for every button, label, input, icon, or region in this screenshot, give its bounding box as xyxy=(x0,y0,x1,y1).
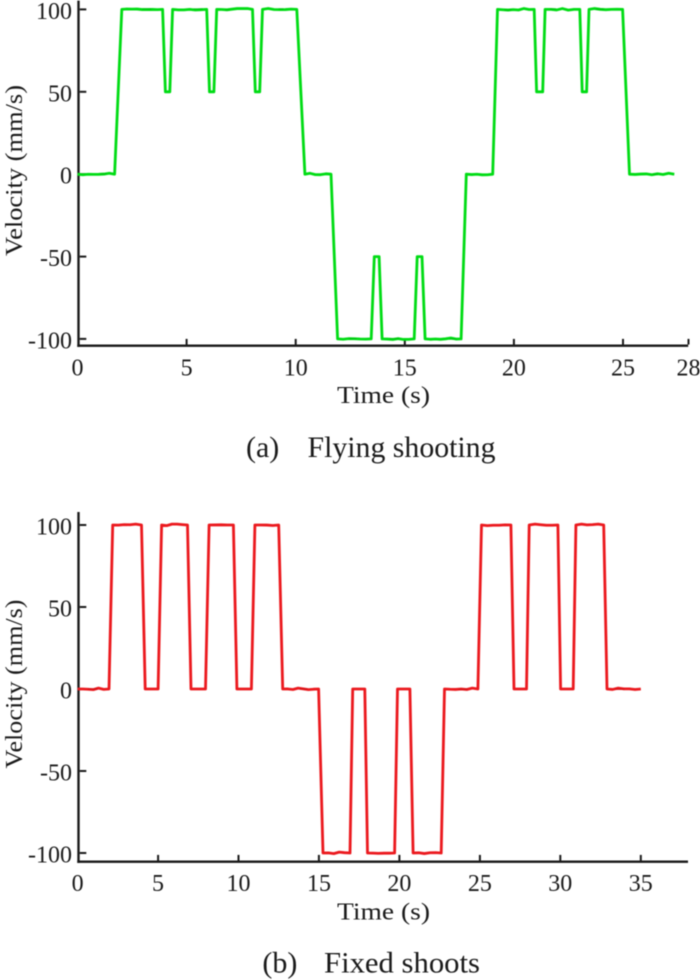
svg-text:-100: -100 xyxy=(28,328,72,354)
svg-text:-50: -50 xyxy=(40,761,72,787)
svg-text:0: 0 xyxy=(72,356,84,382)
svg-text:20: 20 xyxy=(502,356,526,382)
svg-text:(b): (b) xyxy=(262,947,297,980)
svg-text:10: 10 xyxy=(284,356,308,382)
svg-text:Time (s): Time (s) xyxy=(337,383,430,409)
svg-text:Flying shooting: Flying shooting xyxy=(308,431,496,464)
svg-text:100: 100 xyxy=(36,515,72,541)
svg-text:(a): (a) xyxy=(246,431,279,464)
svg-text:0: 0 xyxy=(72,871,84,897)
svg-text:50: 50 xyxy=(48,81,72,107)
svg-text:0: 0 xyxy=(60,679,72,705)
svg-text:5: 5 xyxy=(152,871,164,897)
svg-text:Velocity (mm/s): Velocity (mm/s) xyxy=(2,600,28,769)
svg-text:Fixed shoots: Fixed shoots xyxy=(324,947,480,980)
svg-text:28: 28 xyxy=(676,356,700,382)
svg-text:Time (s): Time (s) xyxy=(337,900,430,926)
svg-text:15: 15 xyxy=(393,356,417,382)
svg-text:10: 10 xyxy=(227,871,251,897)
svg-text:0: 0 xyxy=(60,164,72,190)
svg-text:35: 35 xyxy=(629,871,653,897)
svg-text:-50: -50 xyxy=(40,246,72,272)
svg-text:25: 25 xyxy=(611,356,635,382)
svg-text:15: 15 xyxy=(307,871,331,897)
svg-text:Velocity (mm/s): Velocity (mm/s) xyxy=(2,85,28,256)
svg-text:50: 50 xyxy=(48,597,72,623)
svg-text:25: 25 xyxy=(468,871,492,897)
svg-text:20: 20 xyxy=(387,871,411,897)
svg-text:-100: -100 xyxy=(28,843,72,869)
svg-text:100: 100 xyxy=(36,0,72,25)
svg-text:5: 5 xyxy=(181,356,193,382)
svg-text:30: 30 xyxy=(548,871,572,897)
